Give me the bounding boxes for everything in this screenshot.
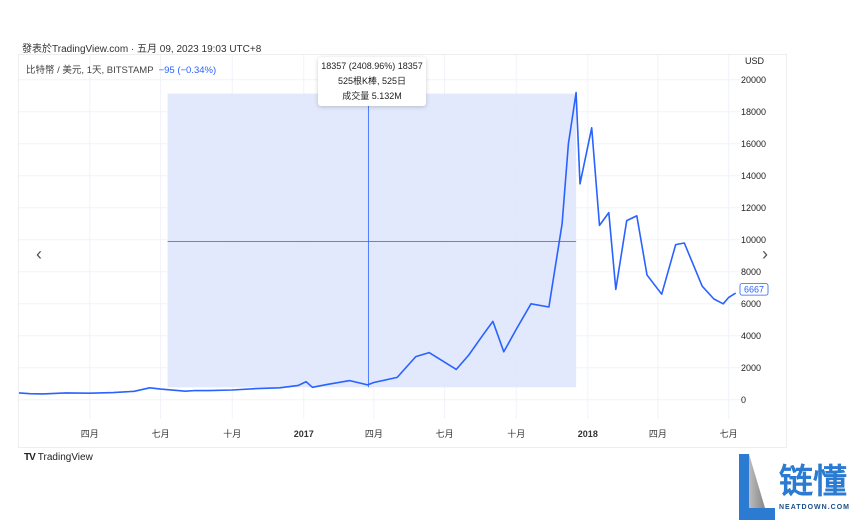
currency-label: USD [745, 56, 765, 66]
x-tick-label: 七月 [152, 429, 170, 439]
y-tick-label: 20000 [741, 75, 766, 85]
x-tick-label: 四月 [649, 429, 667, 439]
x-tick-label: 十月 [507, 428, 525, 439]
y-tick-label: 16000 [741, 139, 766, 149]
measure-range [167, 93, 577, 388]
symbol-name: 比特幣 / 美元, 1天, BITSTAMP [26, 65, 154, 76]
tooltip-line3: 成交量 5.132M [342, 91, 402, 101]
watermark-text: 链懂 [779, 463, 847, 501]
tooltip-line1: 18357 (2408.96%) 18357 [321, 61, 423, 71]
last-price-badge [739, 283, 769, 296]
y-tick-label: 10000 [741, 235, 766, 245]
x-tick-label: 四月 [365, 429, 383, 439]
price-line [18, 91, 737, 395]
x-tick-label: 2017 [294, 429, 314, 439]
symbol-info: 比特幣 / 美元, 1天, BITSTAMP −95 (−0.34%) [26, 62, 216, 76]
measure-tooltip: 18357 (2408.96%) 18357 525根K棒, 525日 成交量 … [318, 57, 426, 106]
x-tick-label: 2018 [578, 429, 598, 439]
watermark-logo: 链懂 NEATDOWN.COM [737, 452, 850, 522]
y-tick-label: 18000 [741, 107, 766, 117]
symbol-change: −95 (−0.34%) [158, 65, 217, 76]
x-tick-label: 十月 [223, 428, 241, 439]
chevron-left-icon[interactable]: ‹ [36, 244, 42, 264]
y-tick-label: 4000 [741, 331, 761, 341]
x-tick-label: 四月 [81, 429, 99, 439]
y-tick-label: 12000 [741, 203, 766, 213]
published-header: 發表於TradingView.com · 五月 09, 2023 19:03 U… [22, 44, 262, 55]
x-tick-label: 七月 [720, 429, 738, 439]
y-tick-label: 6000 [741, 299, 761, 309]
watermark-sub: NEATDOWN.COM [779, 504, 850, 511]
y-tick-label: 14000 [741, 171, 766, 181]
watermark-l-icon [739, 454, 775, 520]
chevron-right-icon[interactable]: › [762, 244, 768, 264]
y-tick-label: 8000 [741, 267, 761, 277]
tooltip-line2: 525根K棒, 525日 [337, 76, 407, 86]
tradingview-logo[interactable]: TV TradingView [24, 452, 93, 463]
y-tick-label: 2000 [741, 363, 761, 373]
brand-text: TradingView [37, 452, 93, 463]
x-tick-label: 七月 [436, 429, 454, 439]
last-price-label: 6667 [744, 285, 764, 295]
chart-card [18, 54, 787, 448]
y-tick-label: 0 [741, 395, 746, 405]
tv-icon: TV [24, 452, 36, 463]
